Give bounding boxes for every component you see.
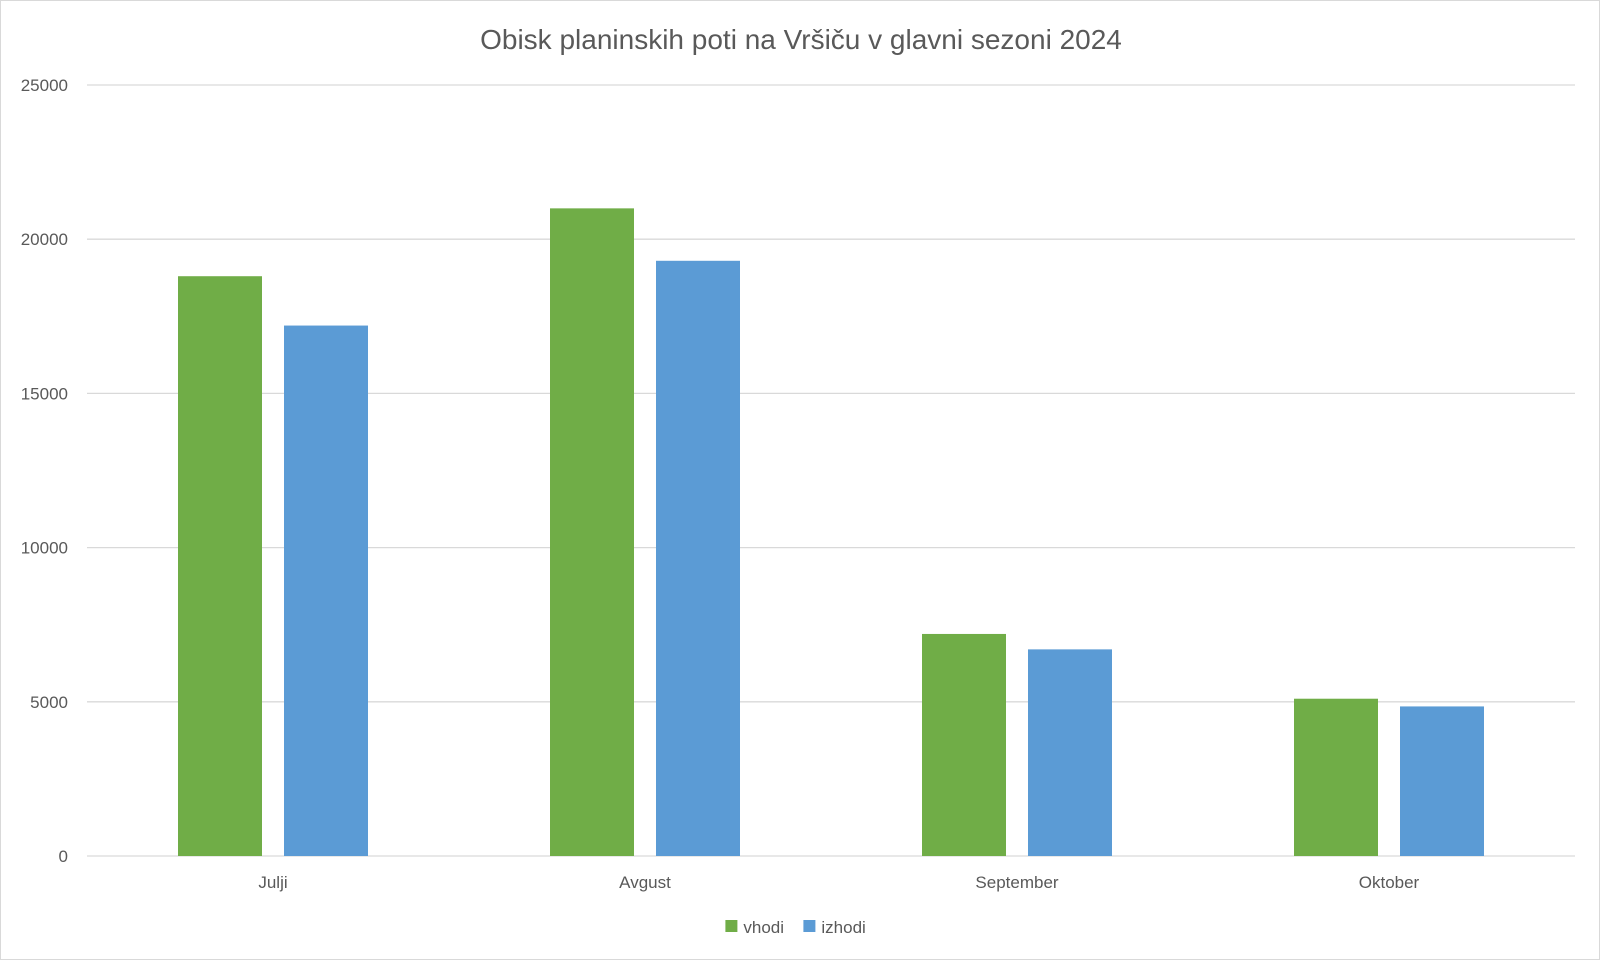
y-tick-label: 20000	[21, 230, 68, 249]
legend: vhodi izhodi	[725, 918, 866, 937]
legend-swatch-vhodi	[725, 920, 738, 932]
bars	[178, 208, 1484, 857]
chart-title: Obisk planinskih poti na Vršiču v glavni…	[480, 24, 1122, 55]
y-tick-label: 0	[59, 847, 68, 866]
y-tick-label: 10000	[21, 539, 68, 558]
legend-label-vhodi: vhodi	[743, 918, 784, 937]
bar-vhodi-september	[922, 633, 1006, 856]
bar-izhodi-oktober	[1400, 706, 1484, 856]
bar-vhodi-oktober	[1294, 698, 1378, 856]
bar-vhodi-julji	[178, 276, 262, 856]
x-category-label: Julji	[258, 873, 287, 892]
y-tick-label: 15000	[21, 384, 68, 403]
legend-swatch-izhodi	[803, 920, 816, 932]
y-tick-label: 25000	[21, 76, 68, 95]
x-axis-category-labels: Julji Avgust September Oktober	[258, 873, 1419, 892]
bar-vhodi-avgust	[550, 208, 634, 857]
bar-izhodi-avgust	[656, 260, 740, 857]
bar-izhodi-julji	[284, 325, 368, 856]
x-category-label: Oktober	[1359, 873, 1420, 892]
y-tick-label: 5000	[30, 693, 68, 712]
legend-label-izhodi: izhodi	[821, 918, 865, 937]
bar-izhodi-september	[1028, 649, 1112, 856]
y-axis-tick-labels: 0 5000 10000 15000 20000 25000	[21, 76, 68, 866]
x-category-label: Avgust	[619, 873, 671, 892]
x-category-label: September	[975, 873, 1058, 892]
